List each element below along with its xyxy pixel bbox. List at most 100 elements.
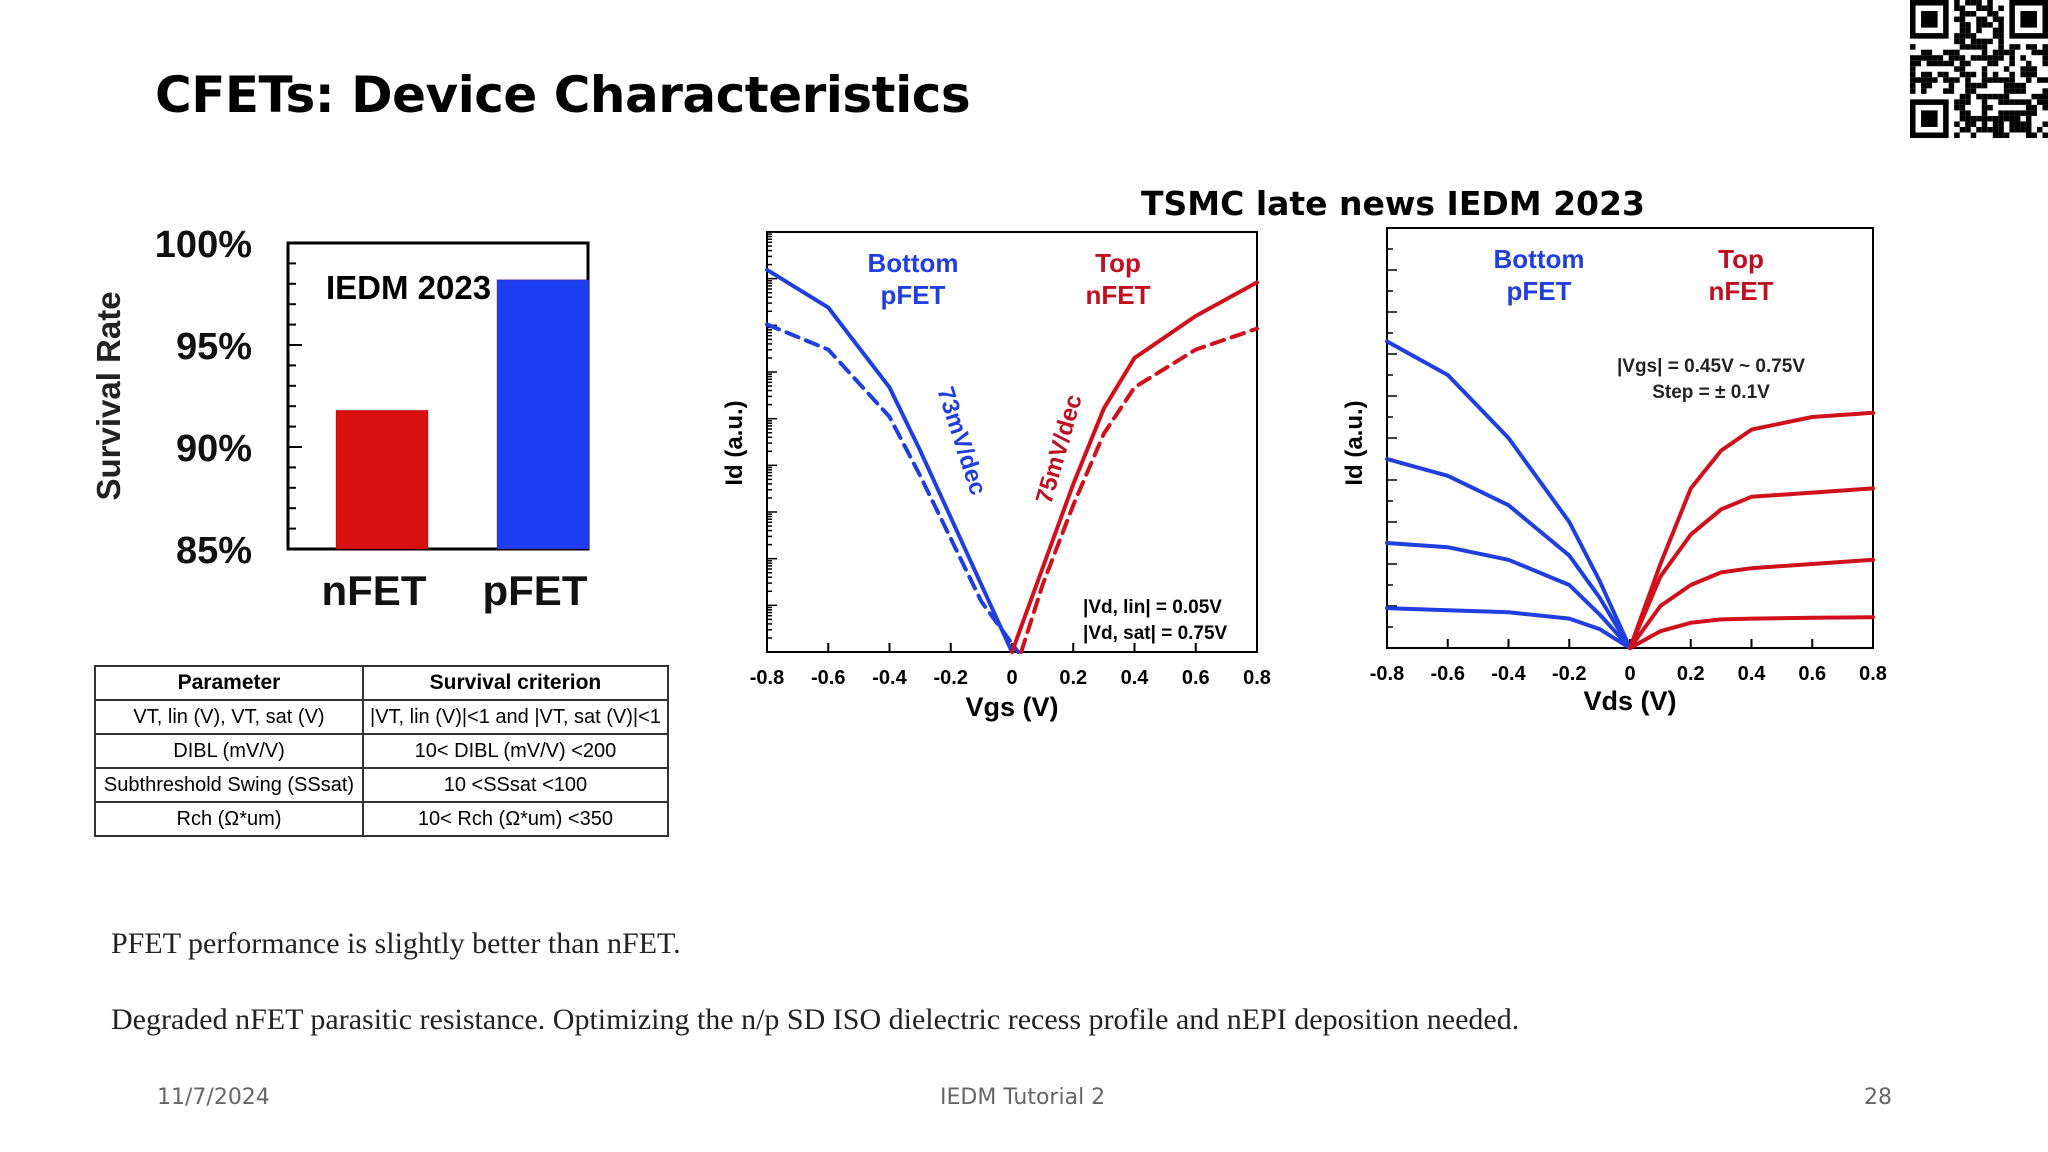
table-cell: VT, lin (V), VT, sat (V) bbox=[94, 699, 364, 735]
qr-module bbox=[1932, 77, 1938, 83]
idvds-xtick-label: 0.6 bbox=[1798, 663, 1826, 685]
qr-module bbox=[2025, 60, 2032, 67]
idvgs-condition-1: |Vd, lin| = 0.05V bbox=[1083, 597, 1222, 618]
qr-module bbox=[1992, 16, 1999, 23]
qr-module bbox=[2036, 77, 2043, 83]
idvds-label-top-line2: nFET bbox=[1709, 276, 1774, 306]
idvds-xtick-label: -0.6 bbox=[1431, 663, 1465, 685]
qr-module bbox=[1992, 55, 1999, 61]
qr-module bbox=[1992, 121, 1999, 127]
idvds-plot-frame bbox=[1386, 227, 1874, 649]
qr-module bbox=[2036, 49, 2043, 56]
idvgs-series-nfet-dashed-3 bbox=[1019, 326, 1259, 654]
qr-module bbox=[1959, 33, 1966, 39]
qr-module bbox=[1981, 77, 1988, 83]
bar-ytick-label: 90% bbox=[176, 428, 252, 470]
qr-module bbox=[2031, 49, 2037, 56]
qr-module bbox=[2036, 99, 2043, 105]
idvgs-xtick-label: 0.6 bbox=[1182, 667, 1210, 689]
qr-code-icon bbox=[1910, 0, 2048, 138]
qr-module bbox=[1976, 115, 1982, 122]
qr-module bbox=[1987, 77, 1993, 83]
qr-module bbox=[1970, 55, 1977, 61]
qr-module bbox=[1981, 38, 1988, 45]
qr-module bbox=[1992, 115, 1999, 122]
qr-module bbox=[2020, 88, 2026, 94]
table-cell: |VT, lin (V)|<1 and |VT, sat (V)|<1 bbox=[362, 699, 669, 735]
idvds-label-top-line1: Top bbox=[1718, 244, 1764, 274]
idvds-condition-1: |Vgs| = 0.45V ~ 0.75V bbox=[1617, 356, 1805, 377]
qr-module bbox=[1976, 0, 1982, 6]
qr-module bbox=[2025, 121, 2032, 127]
qr-module bbox=[2014, 115, 2021, 122]
idvds-series-pfet-3 bbox=[1385, 606, 1632, 650]
idvgs-label-bottom-line2: pFET bbox=[881, 280, 946, 310]
qr-module bbox=[2009, 60, 2015, 67]
qr-module bbox=[1965, 82, 1971, 89]
qr-module bbox=[2020, 66, 2026, 72]
qr-module bbox=[1970, 88, 1977, 94]
qr-module bbox=[2042, 104, 2048, 111]
idvgs-plot-frame bbox=[766, 231, 1258, 653]
qr-module bbox=[2009, 71, 2015, 78]
qr-module bbox=[2036, 93, 2043, 100]
qr-module bbox=[1965, 33, 1971, 39]
qr-module bbox=[1998, 55, 2004, 61]
bar-ytick-label: 85% bbox=[176, 530, 252, 572]
qr-module bbox=[2025, 77, 2032, 83]
qr-module bbox=[2042, 60, 2048, 67]
table-header-criterion: Survival criterion bbox=[362, 665, 669, 701]
qr-module bbox=[2025, 115, 2032, 122]
qr-module bbox=[1954, 121, 1960, 127]
bar-chart-ylabel: Survival Rate bbox=[90, 291, 127, 500]
qr-module bbox=[2020, 71, 2026, 78]
qr-module bbox=[1981, 93, 1988, 100]
qr-module bbox=[1970, 71, 1977, 78]
slide-title: CFETs: Device Characteristics bbox=[155, 66, 971, 124]
qr-module bbox=[2025, 99, 2032, 105]
bar-chart-annotation: IEDM 2023 bbox=[326, 269, 491, 306]
qr-module bbox=[1981, 82, 1988, 89]
qr-module bbox=[2025, 110, 2032, 116]
qr-module bbox=[1981, 66, 1988, 72]
qr-module bbox=[1992, 33, 1999, 39]
idvgs-ylabel: Id (a.u.) bbox=[721, 400, 748, 485]
idvds-series-pfet-2 bbox=[1385, 541, 1632, 650]
id-vgs-chart: -0.8 -0.6 -0.4 -0.2 0 0.2 0.4 0.6 0.8 Bottom pFE… bbox=[721, 231, 1271, 722]
table-cell: DIBL (mV/V) bbox=[94, 733, 364, 769]
qr-module bbox=[1987, 11, 1993, 17]
qr-module bbox=[1948, 60, 1955, 67]
qr-module bbox=[1959, 55, 1966, 61]
qr-module bbox=[2003, 99, 2010, 105]
bar-ytick-label: 95% bbox=[176, 326, 252, 368]
qr-module bbox=[1965, 110, 1971, 116]
idvds-series-nfet-6 bbox=[1628, 557, 1875, 650]
idvds-xtick-label: 0.2 bbox=[1677, 663, 1705, 685]
qr-module bbox=[1981, 104, 1988, 111]
qr-module bbox=[1970, 33, 1977, 39]
qr-module bbox=[1970, 121, 1977, 127]
qr-module bbox=[1959, 11, 1966, 17]
id-vds-chart: -0.8 -0.6 -0.4 -0.2 0 0.2 0.4 0.6 0.8 Bottom pFE… bbox=[1341, 227, 1887, 716]
qr-module bbox=[1987, 0, 1993, 6]
idvgs-xtick-label: -0.8 bbox=[750, 667, 784, 689]
idvgs-label-top-line1: Top bbox=[1095, 248, 1141, 278]
note-line-1: PFET performance is slightly better than… bbox=[111, 927, 681, 960]
qr-module bbox=[1998, 132, 2004, 138]
qr-module bbox=[1998, 5, 2004, 12]
qr-module bbox=[1910, 60, 1916, 67]
qr-module bbox=[1959, 104, 1966, 111]
qr-module bbox=[1948, 88, 1955, 94]
bar-pfet bbox=[496, 279, 590, 550]
qr-module bbox=[2009, 110, 2015, 116]
qr-module bbox=[1954, 99, 1960, 105]
qr-module bbox=[1987, 5, 1993, 12]
qr-module bbox=[1954, 77, 1960, 83]
qr-module bbox=[1921, 71, 1927, 78]
qr-module bbox=[1998, 33, 2004, 39]
qr-module bbox=[2014, 126, 2021, 133]
qr-module bbox=[1970, 11, 1977, 17]
qr-module bbox=[1992, 60, 1999, 67]
idvds-xtick-label: 0 bbox=[1624, 663, 1635, 685]
qr-module bbox=[1998, 44, 2004, 50]
